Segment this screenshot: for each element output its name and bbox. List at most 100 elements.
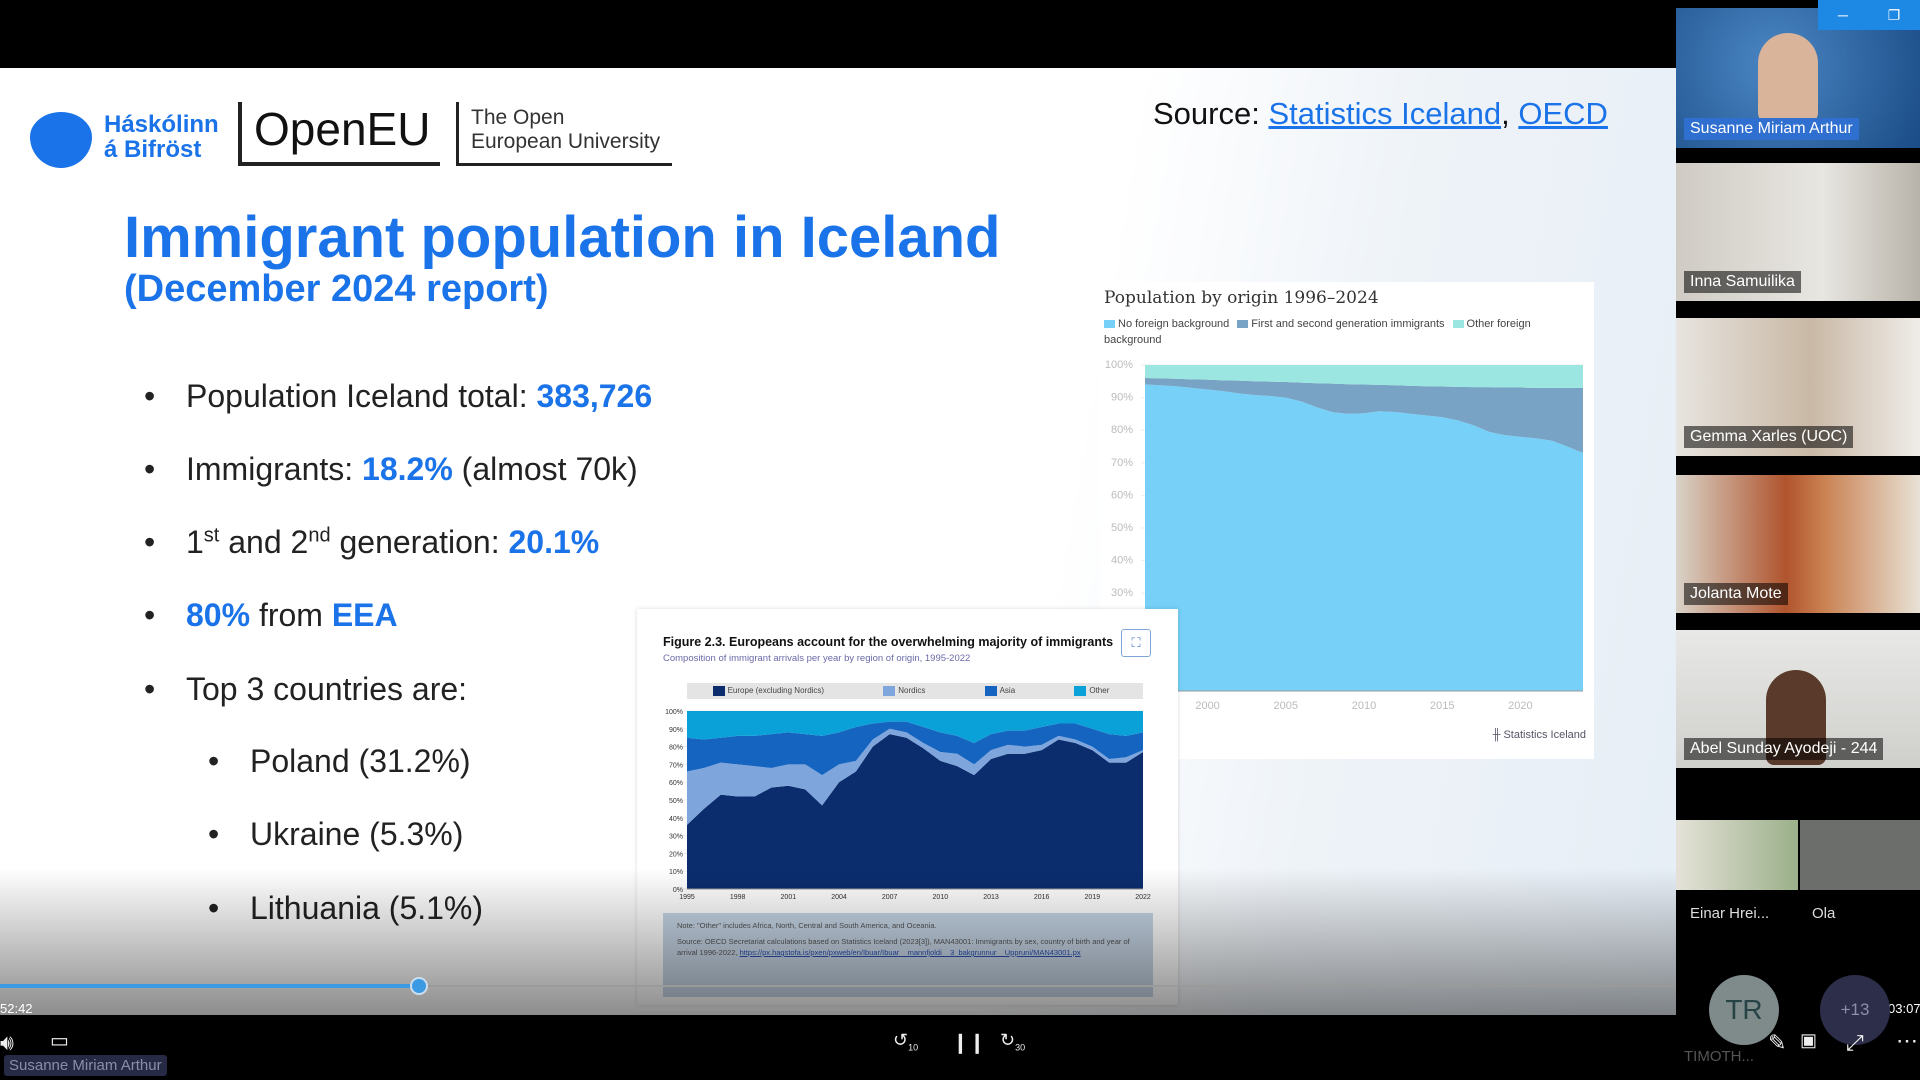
legend-label: Asia [999,686,1016,696]
video-feed [1758,33,1818,123]
logo-line: á Bifröst [104,136,202,163]
y-tick-label: 60% [669,780,683,787]
participant-tile[interactable]: Susanne Miriam Arthur [1676,8,1920,148]
y-tick-label: 70% [1111,457,1133,469]
open-university-logo: The Open European University [456,102,672,166]
area-asia [687,721,1143,776]
legend-label: Other [1089,686,1110,696]
bullet-top-countries: Top 3 countries are: [144,671,467,708]
participant-name: Einar Hrei... [1690,905,1770,922]
slide-subtitle: (December 2024 report) [124,268,549,310]
rewind-button[interactable]: ↺10 [893,1030,919,1053]
text: and 2 [219,524,309,560]
x-tick-label: 2015 [1430,700,1454,712]
x-tick-label: 2001 [781,894,797,901]
credit-text: Statistics Iceland [1503,729,1586,741]
participant-avatar[interactable]: TR [1709,975,1779,1045]
x-tick-label: 2005 [1274,700,1298,712]
participant-tile[interactable]: Gemma Xarles (UOC) [1676,318,1920,456]
pencil-icon[interactable]: ✎ [1768,1030,1787,1055]
participant-tile[interactable]: Jolanta Mote [1676,475,1920,613]
y-tick-label: 70% [669,762,683,769]
fullscreen-icon[interactable]: ⤢ [1846,1030,1864,1055]
chart-legend: No foreign background First and second ge… [1104,316,1574,348]
legend-swatch [883,686,896,696]
elapsed-time: 52:42 [0,1001,33,1016]
note: Note: "Other" includes Africa, North, Ce… [677,921,937,930]
legend-swatch [984,686,997,696]
text: from [250,597,332,633]
x-tick-label: 2010 [1352,700,1376,712]
seek-bar-progress [0,984,419,988]
logo-line: European University [471,130,661,153]
more-options-icon[interactable]: ⋯ [1896,1028,1918,1053]
participant-name: Inna Samuilika [1684,271,1801,293]
source: Source: OECD Secretariat calculations ba… [677,937,1130,957]
participant-tile[interactable] [1800,820,1920,890]
picture-in-picture-icon[interactable]: ▣ [1800,1030,1818,1050]
participant-tile[interactable] [1676,820,1798,890]
text: Population Iceland total: [186,378,537,414]
participant-name: Ola [1812,905,1836,922]
y-tick-label: 20% [669,851,683,858]
text: (almost 70k) [452,451,638,487]
participant-tile[interactable]: Inna Samuilika [1676,163,1920,301]
x-tick-label: 1995 [679,894,695,901]
source-line: Source: Statistics Iceland, OECD [1153,96,1608,132]
bifrost-logo-text: Háskólinn á Bifröst [104,112,219,162]
legend-item: Asia [984,686,1016,696]
value: 20.1% [508,524,600,560]
participant-tile[interactable]: Abel Sunday Ayodeji - 244 [1676,630,1920,768]
captions-icon[interactable]: ▭ [50,1030,69,1052]
y-tick-label: 50% [1111,522,1133,534]
text: generation: [330,524,509,560]
oecd-link[interactable]: OECD [1518,96,1608,131]
legend-label: First and second generation immigrants [1251,318,1445,330]
area-first-and-second-generation-immigrants [1145,378,1583,454]
more-participants-button[interactable]: +13 [1820,975,1890,1045]
bullet-immigrants: Immigrants: 18.2% (almost 70k) [144,451,638,488]
participant-name: Susanne Miriam Arthur [1684,118,1859,140]
bullet-population: Population Iceland total: 383,726 [144,378,653,415]
expand-figure-button[interactable]: ⛶ [1121,629,1151,657]
legend-item: Europe (excluding Nordics) [712,686,824,696]
x-tick-label: 2010 [933,894,949,901]
y-tick-label: 100% [1105,359,1133,371]
source-label: Source: [1153,96,1260,131]
chart-credit: ╫ Statistics Iceland [1492,729,1586,741]
value: 18.2% [362,451,453,487]
x-tick-label: 2020 [1508,700,1532,712]
oecd-figure-card: Figure 2.3. Europeans account for the ov… [637,609,1178,1005]
forward-button[interactable]: ↻30 [1000,1030,1026,1053]
legend-swatch [1452,319,1464,329]
value: 383,726 [536,378,653,414]
x-tick-label: 2004 [831,894,847,901]
source-link[interactable]: https://px.hagstofa.is/pxen/pxweb/en/Ibu… [739,948,1081,957]
x-tick-label: 2016 [1034,894,1050,901]
y-tick-label: 10% [669,869,683,876]
logo-line: The Open [471,106,565,129]
value: EEA [331,597,398,633]
separator: , [1501,96,1510,131]
population-by-origin-chart: Population by origin 1996–2024 No foreig… [1100,282,1594,759]
pause-button[interactable]: ❙❙ [952,1032,986,1054]
bullet-generation: 1st and 2nd generation: 20.1% [144,524,600,561]
minimize-button[interactable]: ─ [1818,0,1868,30]
chart-subtitle: Composition of immigrant arrivals per ye… [663,653,971,664]
y-tick-label: 60% [1111,489,1133,501]
seek-handle[interactable] [410,977,428,995]
chart-title: Figure 2.3. Europeans account for the ov… [663,635,1114,649]
chart-plot: 30% 40% 50% 60% 70% 80% 90% 100% 2000 2005 2010 201… [1105,359,1583,712]
remaining-time: 03:07 [1888,1001,1920,1016]
legend-item: Nordics [883,686,925,696]
statistics-iceland-link[interactable]: Statistics Iceland [1268,96,1502,131]
top-bar [0,0,1676,68]
figure-notes: Note: "Other" includes Africa, North, Ce… [663,913,1153,997]
restore-button[interactable]: ❐ [1868,0,1920,30]
legend-swatch [1074,686,1087,696]
seek-bar[interactable] [0,985,1676,987]
legend-label: No foreign background [1118,318,1230,330]
openeu-logo: OpenEU [238,102,440,166]
legend-label: Nordics [898,686,926,696]
volume-icon[interactable]: 🔊︎ [0,1030,14,1055]
